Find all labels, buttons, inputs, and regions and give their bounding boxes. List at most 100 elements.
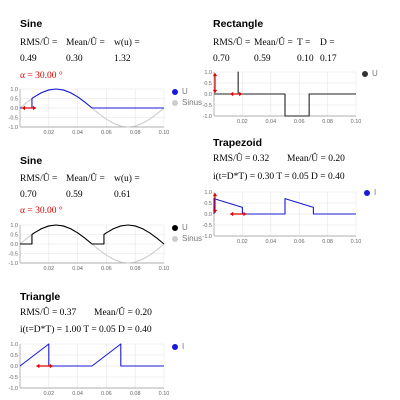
- legend-dot: [172, 224, 178, 231]
- y-tick-label: -1.0: [9, 125, 18, 131]
- x-tick-label: 0.06: [101, 391, 112, 397]
- duty-value: 0.17: [320, 54, 337, 64]
- y-tick-label: -1.0: [203, 114, 212, 120]
- legend-dot: [172, 343, 178, 350]
- panel-title: Sine: [20, 155, 43, 167]
- y-tick-label: 0.0: [10, 106, 18, 112]
- arrow-left-icon: [230, 91, 234, 97]
- alpha-angle: α = 30.00 °: [20, 71, 63, 81]
- x-tick-label: 0.04: [265, 119, 276, 125]
- y-tick-label: -0.5: [9, 116, 18, 122]
- x-tick-label: 0.08: [130, 391, 141, 397]
- series-line-i: [213, 198, 356, 215]
- period-value: 0.10: [297, 54, 314, 64]
- arrow-right-icon: [49, 363, 53, 369]
- range-marker[interactable]: [230, 91, 243, 97]
- x-tick-label: 0.06: [101, 130, 112, 136]
- x-tick-label: 0.04: [72, 391, 83, 397]
- x-tick-label: 0.08: [322, 239, 333, 245]
- panel-title: Rectangle: [213, 18, 264, 30]
- arrow-up-icon: [212, 193, 218, 197]
- arrow-right-icon: [32, 105, 36, 111]
- amplitude-marker[interactable]: [212, 193, 218, 213]
- series-line-u: [20, 88, 164, 109]
- triangle-plot: 1.0 0.5 0.0 -0.5 -1.0 0.02 0.04 0.06 0.08 0.10: [9, 342, 170, 397]
- legend-label: I: [182, 342, 185, 351]
- y-tick-label: 0.0: [204, 92, 212, 98]
- y-tick-label: -1.0: [9, 386, 18, 392]
- legend-label: Sinus: [182, 234, 203, 243]
- arrow-left-icon: [230, 211, 234, 217]
- x-tick-label: 0.10: [351, 239, 362, 245]
- period-label: T =: [297, 38, 311, 48]
- y-tick-label: 1.0: [10, 87, 18, 93]
- legend: U: [362, 68, 378, 79]
- y-tick-label: 1.0: [204, 190, 212, 196]
- amplitude-marker[interactable]: [212, 73, 218, 93]
- duty-label: D =: [320, 38, 335, 48]
- legend: U Sinus: [172, 222, 202, 244]
- y-tick-label: -0.5: [203, 103, 212, 109]
- rms-label: RMS/Û =: [20, 174, 58, 184]
- params-readout: i(t=D*T) = 1.00 T = 0.05 D = 0.40: [20, 325, 152, 335]
- legend-dot: [172, 88, 178, 95]
- legend-item-u[interactable]: U: [172, 86, 202, 97]
- panel-title: Triangle: [20, 291, 61, 303]
- y-tick-label: 0.0: [10, 364, 18, 370]
- alpha-angle: α = 30.00 °: [20, 206, 63, 216]
- y-tick-label: -0.5: [203, 223, 212, 229]
- y-tick-label: 1.0: [10, 223, 18, 229]
- series-line-i: [19, 343, 164, 367]
- x-tick-label: 0.06: [101, 266, 112, 272]
- arrow-up-icon: [212, 73, 218, 77]
- x-tick-label: 0.02: [237, 239, 248, 245]
- legend-item-sinus[interactable]: Sinus: [172, 233, 202, 244]
- y-tick-label: 0.0: [10, 242, 18, 248]
- legend: I: [172, 341, 184, 352]
- x-tick-label: 0.08: [130, 266, 141, 272]
- legend-item-u[interactable]: U: [362, 68, 378, 79]
- x-tick-label: 0.04: [265, 239, 276, 245]
- arrow-left-icon: [22, 105, 25, 111]
- mean-value: 0.59: [254, 54, 271, 64]
- mean-label: Mean/Û =: [66, 38, 105, 48]
- x-tick-label: 0.06: [294, 119, 305, 125]
- x-tick-label: 0.10: [159, 391, 170, 397]
- rms-readout: RMS/Û = 0.37: [20, 308, 77, 318]
- trapezoid-plot: 1.0 0.5 0.0 -0.5 -1.0 0.02 0.04 0.06 0.08 0.10: [203, 190, 362, 245]
- range-marker[interactable]: [22, 105, 36, 111]
- y-tick-label: 0.5: [10, 233, 18, 239]
- x-tick-label: 0.10: [159, 130, 170, 136]
- y-tick-label: -0.5: [9, 252, 18, 258]
- range-marker[interactable]: [230, 211, 247, 217]
- arrow-down-icon: [212, 209, 218, 213]
- y-tick-label: 0.5: [204, 81, 212, 87]
- y-tick-label: 1.0: [10, 342, 18, 348]
- y-tick-label: 1.0: [204, 70, 212, 76]
- arrow-down-icon: [212, 89, 218, 93]
- x-tick-label: 0.02: [43, 130, 54, 136]
- legend: U Sinus: [172, 86, 202, 108]
- rectangle-plot: 1.0 0.5 0.0 -0.5 -1.0 0.02 0.04 0.06 0.08 0.10: [203, 70, 362, 125]
- legend-dot: [362, 70, 368, 77]
- legend-label: U: [372, 69, 378, 78]
- legend-dot: [172, 99, 178, 106]
- x-tick-label: 0.02: [43, 266, 54, 272]
- params-readout: i(t=D*T) = 0.30 T = 0.05 D = 0.40: [213, 172, 345, 182]
- wu-value: 0.61: [114, 190, 131, 200]
- series-line-u: [20, 224, 165, 245]
- mean-value: 0.59: [66, 190, 83, 200]
- panel-title: Sine: [20, 18, 43, 30]
- range-marker[interactable]: [36, 363, 53, 369]
- y-tick-label: -1.0: [9, 261, 18, 267]
- legend-item-i[interactable]: I: [172, 341, 184, 352]
- y-tick-label: 0.5: [204, 201, 212, 207]
- mean-readout: Mean/Û = 0.20: [94, 308, 152, 318]
- x-tick-label: 0.10: [159, 266, 170, 272]
- y-tick-label: 0.5: [10, 353, 18, 359]
- legend-item-i[interactable]: I: [364, 187, 376, 198]
- rms-value: 0.49: [20, 54, 37, 64]
- wu-label: w(u) =: [114, 38, 140, 48]
- legend-item-sinus[interactable]: Sinus: [172, 97, 202, 108]
- legend-item-u[interactable]: U: [172, 222, 202, 233]
